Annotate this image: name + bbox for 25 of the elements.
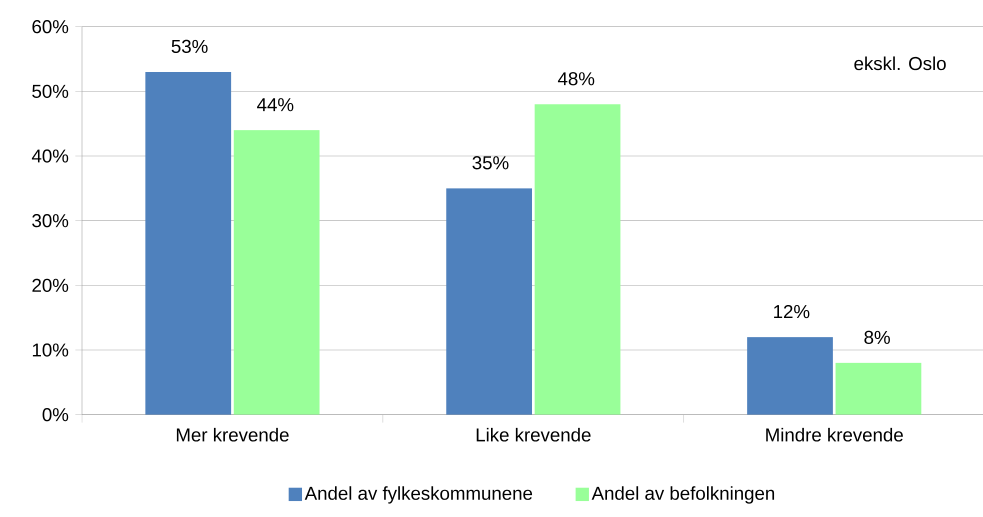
data-label: 48% bbox=[558, 72, 594, 86]
data-label: 35% bbox=[472, 156, 508, 170]
bar bbox=[534, 104, 620, 415]
bar bbox=[446, 188, 532, 415]
bar bbox=[234, 130, 320, 415]
y-tick-label: 10% bbox=[32, 343, 68, 356]
bar bbox=[836, 362, 922, 415]
data-label: 53% bbox=[172, 40, 208, 53]
x-tick-label: Mindre krevende bbox=[766, 428, 903, 442]
bar bbox=[747, 336, 833, 415]
y-tick-label: 40% bbox=[32, 149, 68, 162]
y-tick-label: 30% bbox=[32, 214, 68, 228]
data-label: 12% bbox=[774, 304, 810, 318]
bar bbox=[145, 72, 232, 415]
data-label: 44% bbox=[257, 98, 294, 112]
x-tick-label: Like krevende bbox=[476, 428, 591, 442]
annotation: ekskl. Oslo bbox=[854, 56, 946, 70]
legend-label: Andel av befolkningen bbox=[592, 486, 774, 504]
y-tick-label: 60% bbox=[32, 20, 68, 34]
data-label: 8% bbox=[864, 330, 890, 344]
y-tick-label: 50% bbox=[32, 84, 68, 98]
y-tick-label: 20% bbox=[32, 278, 68, 292]
legend-label: Andel av fylkeskommunene bbox=[304, 486, 532, 504]
y-tick-label: 0% bbox=[42, 408, 68, 422]
x-tick-label: Mer krevende bbox=[176, 428, 289, 442]
